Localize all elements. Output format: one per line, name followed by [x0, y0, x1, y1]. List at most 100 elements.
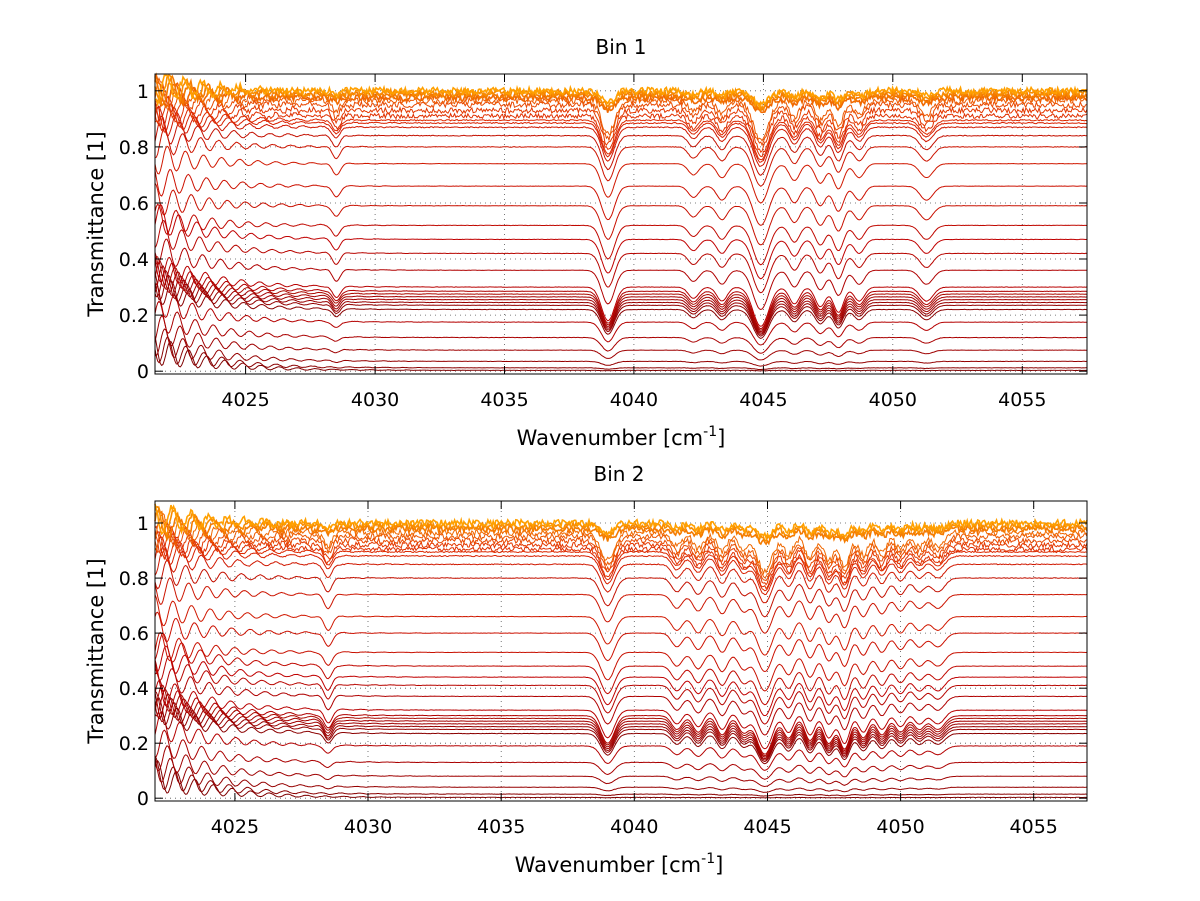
- spectrum-line: [154, 269, 1088, 335]
- spectrum-line: [154, 503, 1088, 541]
- spectrum-line: [154, 238, 1088, 311]
- spectrum-line: [154, 74, 1088, 113]
- spectrum-line: [154, 697, 1088, 765]
- x-axis-label-main: Wavenumber [cm: [517, 426, 703, 450]
- spectrum-line: [154, 100, 1088, 161]
- y-tick-label: 0.2: [119, 733, 149, 755]
- y-tick-label: 0.8: [119, 568, 149, 590]
- x-tick-label: 4050: [876, 816, 924, 838]
- grid-lines: [155, 501, 1087, 801]
- spectrum-line: [154, 274, 1087, 337]
- spectrum-line: [154, 283, 1087, 346]
- spectrum-line: [154, 756, 1088, 793]
- x-tick-label: 4025: [211, 816, 259, 838]
- spectrum-line: [154, 300, 1088, 354]
- spectrum-line: [154, 74, 1088, 110]
- axes-box: [154, 73, 1088, 375]
- y-tick-label: 0.4: [119, 678, 149, 700]
- spectrum-line: [154, 115, 1088, 176]
- spectrum-line: [154, 684, 1088, 757]
- spectrum-line: [154, 203, 1088, 280]
- spectrum-line: [154, 531, 1088, 592]
- x-tick-label: 4025: [221, 389, 269, 411]
- spectrum-line: [154, 692, 1088, 761]
- x-tick-label: 4055: [1010, 816, 1058, 838]
- spectrum-line: [154, 672, 1087, 750]
- spectrum-line: [154, 611, 1087, 673]
- x-axis-label: Wavenumber [cm-1]: [517, 424, 726, 450]
- spectrum-line: [154, 760, 1088, 799]
- spectrum-line: [154, 335, 1088, 372]
- spectrum-line: [154, 559, 1088, 618]
- y-tick-label: 0.6: [119, 623, 149, 645]
- spectrum-line: [154, 256, 1088, 327]
- spectrum-line: [154, 688, 1088, 758]
- y-tick-label: 0: [137, 361, 149, 383]
- y-tick-label: 0.4: [119, 249, 149, 271]
- spectrum-line: [154, 94, 1088, 154]
- spectrum-line: [154, 512, 1088, 576]
- x-tick-label: 4030: [344, 816, 392, 838]
- chart-title: Bin 1: [595, 35, 646, 59]
- y-tick-label: 0.2: [119, 305, 149, 327]
- x-tick-label: 4045: [739, 389, 787, 411]
- x-axis-label-superscript: -1: [701, 851, 715, 867]
- spectrum-line: [154, 336, 1087, 370]
- spectrum-line: [154, 183, 1088, 246]
- spectrum-line: [154, 645, 1088, 717]
- spectrum-line: [154, 95, 1088, 158]
- x-tick-label: 4050: [869, 389, 917, 411]
- tick-group: 4025 4030 4035 4040 4045 4050 4055 0 0.2 0.4 0.6 0.…: [119, 74, 1087, 411]
- y-axis-label: Transmittance [1]: [84, 558, 108, 744]
- spectrum-line: [154, 519, 1088, 579]
- y-tick-label: 0: [137, 788, 149, 810]
- spectrum-line: [154, 169, 1088, 226]
- spectrum-line: [154, 711, 1087, 771]
- spectrum-line: [154, 679, 1088, 755]
- spectrum-line: [154, 203, 1088, 266]
- spectrum-line: [154, 693, 1088, 760]
- x-tick-label: 4040: [610, 389, 658, 411]
- spectrum-line: [154, 755, 1088, 797]
- subplot-bin-2: 4025 4030 4035 4040 4045 4050 4055 0 0.2 0.4 0.6 0.…: [84, 462, 1088, 877]
- y-tick-label: 1: [137, 513, 149, 535]
- x-axis-label-tail: ]: [717, 426, 725, 450]
- spectrum-line: [154, 594, 1088, 656]
- spectrum-line: [154, 729, 1088, 780]
- spectrum-line: [154, 525, 1088, 590]
- spectrum-line: [154, 260, 1088, 333]
- spectrum-line: [154, 525, 1088, 586]
- x-axis-label-superscript: -1: [703, 424, 717, 440]
- spectrum-line: [154, 77, 1088, 142]
- x-tick-label: 4030: [351, 389, 399, 411]
- axes-box: [154, 500, 1088, 802]
- spectrum-line: [154, 545, 1088, 604]
- spectrum-line: [154, 100, 1088, 163]
- spectrum-line: [154, 272, 1088, 339]
- spectrum-line: [154, 219, 1088, 294]
- spectrum-line: [154, 522, 1088, 582]
- spectrum-line: [154, 655, 1087, 725]
- spectrum-line: [154, 536, 1088, 596]
- spectrum-line: [154, 127, 1088, 187]
- spectrum-line: [154, 255, 1088, 331]
- spectrum-line: [154, 659, 1088, 736]
- spectrum-line: [154, 691, 1087, 763]
- spectrum-line: [154, 145, 1088, 204]
- spectrum-line: [154, 505, 1088, 546]
- y-tick-label: 0.6: [119, 193, 149, 215]
- y-axis-label: Transmittance [1]: [84, 131, 108, 317]
- y-tick-label: 1: [137, 81, 149, 103]
- x-axis-label-tail: ]: [715, 853, 723, 877]
- x-tick-label: 4040: [610, 816, 658, 838]
- spectrum-line: [154, 252, 1088, 330]
- spectrum-line: [154, 315, 1087, 361]
- subplot-bin-1: 4025 4030 4035 4040 4045 4050 4055 0 0.2 0.4 0.6 0.…: [84, 35, 1088, 450]
- x-tick-label: 4035: [477, 816, 525, 838]
- x-tick-label: 4035: [480, 389, 528, 411]
- spectrum-line: [154, 105, 1088, 167]
- x-tick-label: 4055: [998, 389, 1046, 411]
- chart-title: Bin 2: [593, 462, 644, 486]
- series-group: [154, 72, 1088, 372]
